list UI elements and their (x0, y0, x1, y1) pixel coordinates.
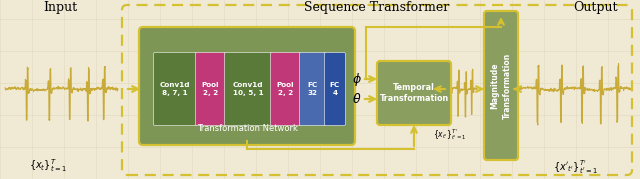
Text: Conv1d
8, 7, 1: Conv1d 8, 7, 1 (160, 82, 190, 96)
FancyBboxPatch shape (377, 61, 451, 125)
Text: Transformation Network: Transformation Network (196, 124, 298, 133)
Text: Sequence Transformer: Sequence Transformer (305, 1, 450, 14)
Text: Conv1d
10, 5, 1: Conv1d 10, 5, 1 (233, 82, 263, 96)
FancyBboxPatch shape (195, 52, 225, 125)
Text: $\{x'_{t'}\}^{T'}_{t'=1}$: $\{x'_{t'}\}^{T'}_{t'=1}$ (552, 159, 597, 176)
Text: Output: Output (573, 1, 617, 14)
Text: Pool
2, 2: Pool 2, 2 (202, 82, 220, 96)
FancyBboxPatch shape (484, 11, 518, 160)
Text: Pool
2, 2: Pool 2, 2 (276, 82, 294, 96)
Text: FC
32: FC 32 (307, 82, 317, 96)
Text: $\phi$: $\phi$ (352, 71, 362, 88)
FancyBboxPatch shape (324, 52, 346, 125)
Text: $\theta$: $\theta$ (352, 92, 362, 106)
Text: $\{x_t\}^T_{t=1}$: $\{x_t\}^T_{t=1}$ (29, 157, 67, 174)
FancyBboxPatch shape (225, 52, 271, 125)
Text: Magnitude
Transformation: Magnitude Transformation (491, 52, 511, 119)
Text: Temporal
Transformation: Temporal Transformation (380, 83, 449, 103)
Text: FC
4: FC 4 (330, 82, 340, 96)
Text: Input: Input (43, 1, 77, 14)
FancyBboxPatch shape (154, 52, 196, 125)
FancyBboxPatch shape (300, 52, 326, 125)
FancyBboxPatch shape (139, 27, 355, 145)
Text: $\{x_{t'}\}^{T'}_{t'=1}$: $\{x_{t'}\}^{T'}_{t'=1}$ (433, 127, 467, 142)
FancyBboxPatch shape (271, 52, 301, 125)
